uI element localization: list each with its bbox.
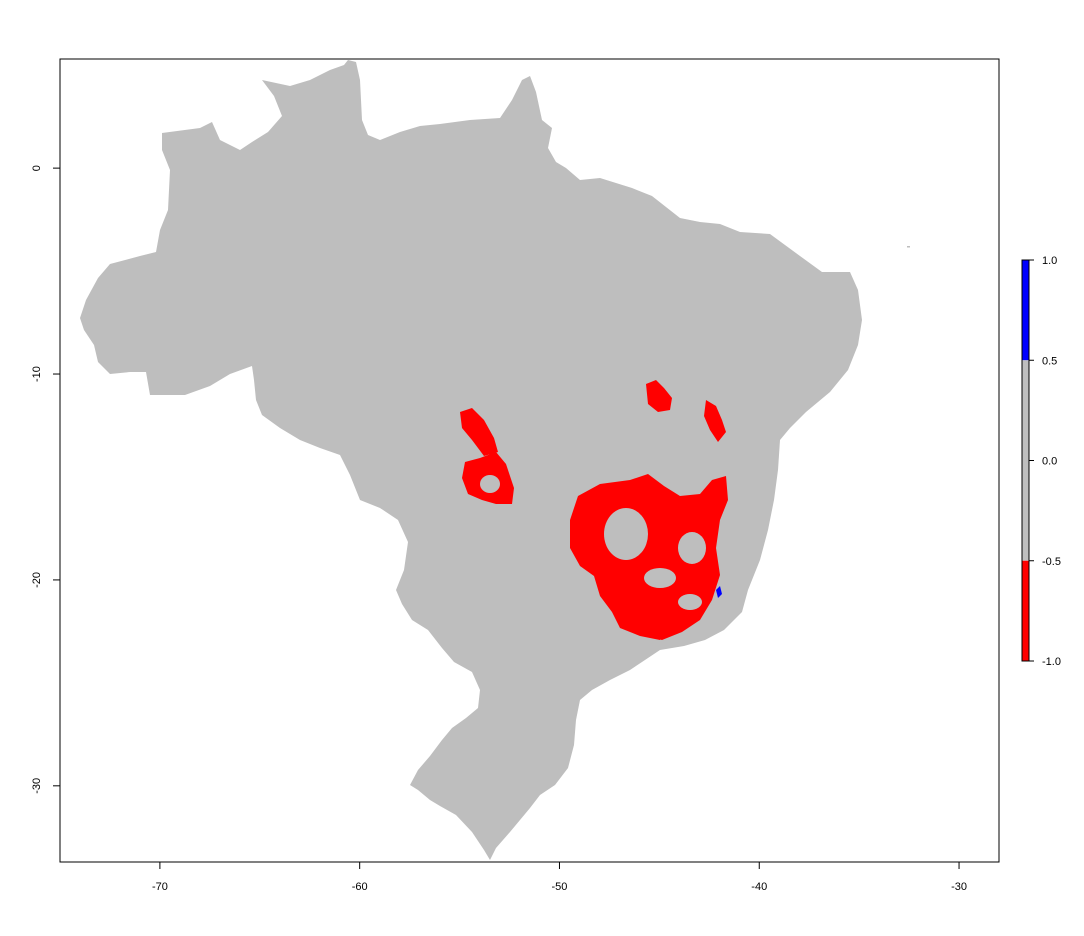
legend: 1.0 0.5 0.0 -0.5 -1.0 (1021, 255, 1061, 668)
positive-region (716, 586, 722, 598)
legend-label: 0.0 (1042, 456, 1057, 468)
x-tick-label: -50 (552, 881, 568, 893)
x-tick-label: -30 (951, 881, 967, 893)
negative-region-northeast (646, 380, 726, 442)
legend-color-bin (1022, 360, 1029, 561)
legend-color-bin (1022, 560, 1029, 661)
negative-region-south (612, 606, 668, 640)
y-axis: 0 -10 -20 -30 (31, 165, 60, 794)
land-region (80, 60, 862, 860)
legend-label: -1.0 (1042, 656, 1061, 668)
x-axis: -70 -60 -50 -40 -30 (152, 862, 967, 893)
y-tick-label: 0 (31, 165, 43, 171)
x-tick-label: -60 (352, 881, 368, 893)
y-tick-label: -20 (31, 572, 43, 588)
x-tick-label: -70 (152, 881, 168, 893)
map-panel (80, 60, 910, 860)
legend-color-bin (1022, 260, 1029, 361)
plot-frame (59, 58, 1000, 863)
legend-label: 0.5 (1042, 355, 1057, 367)
y-tick-label: -10 (31, 366, 43, 382)
legend-label: 1.0 (1042, 255, 1057, 267)
y-tick-label: -30 (31, 778, 43, 794)
negative-region-west (460, 408, 514, 504)
legend-label: -0.5 (1042, 556, 1061, 568)
x-tick-label: -40 (751, 881, 767, 893)
island-speck (907, 246, 910, 248)
land-gaps (480, 475, 706, 610)
